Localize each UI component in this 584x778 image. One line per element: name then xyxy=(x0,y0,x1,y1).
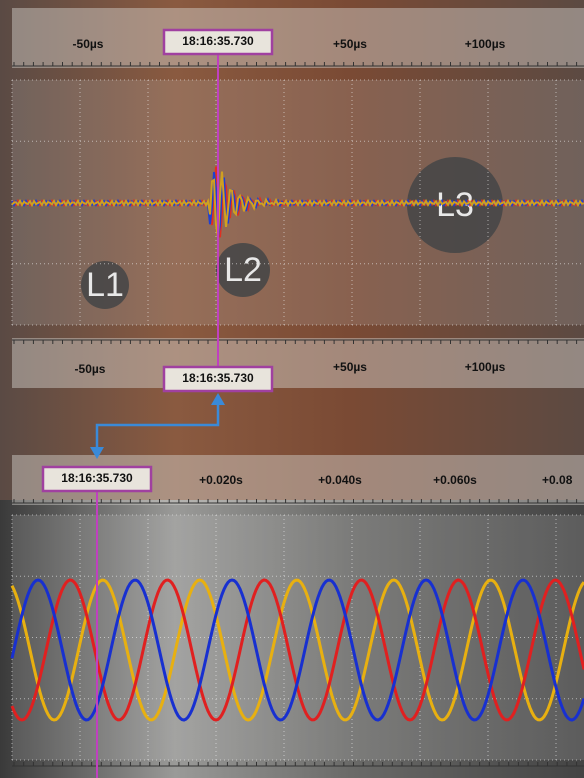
page: L3 L2 L1 -50µs +50µs +100µs -50µs +50µs … xyxy=(0,0,584,778)
scale-label: -50µs xyxy=(75,362,106,376)
scale-label: +100µs xyxy=(465,37,506,51)
scale-label: +0.040s xyxy=(318,473,362,487)
scale-label: +50µs xyxy=(333,37,367,51)
scale-label: +0.08 xyxy=(542,473,573,487)
scale-label: +0.020s xyxy=(199,473,243,487)
cursor-time: 18:16:35.730 xyxy=(61,471,133,485)
scene: L3 L2 L1 -50µs +50µs +100µs -50µs +50µs … xyxy=(0,0,584,778)
cursor-time: 18:16:35.730 xyxy=(182,371,254,385)
scale-label: +100µs xyxy=(465,360,506,374)
cursor-time: 18:16:35.730 xyxy=(182,34,254,48)
scale-label: +0.060s xyxy=(433,473,477,487)
scale-label: -50µs xyxy=(73,37,104,51)
scale-label: +50µs xyxy=(333,360,367,374)
